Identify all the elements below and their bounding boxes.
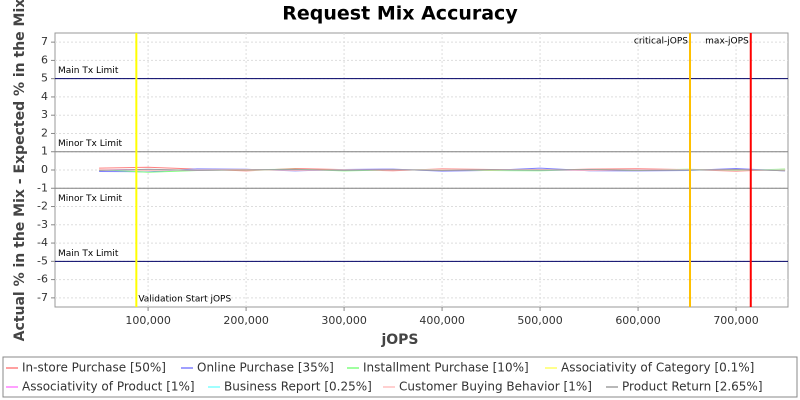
legend-label: Customer Buying Behavior [1%] — [399, 380, 592, 394]
x-tick-label: 700,000 — [713, 314, 759, 327]
y-tick-label: -3 — [37, 218, 48, 231]
x-axis-label: jOPS — [380, 332, 418, 348]
y-tick-label: 7 — [41, 35, 48, 48]
x-tick-label: 100,000 — [125, 314, 171, 327]
x-tick-label: 200,000 — [223, 314, 269, 327]
y-tick-label: 1 — [41, 145, 48, 158]
legend-label: Associativity of Product [1%] — [22, 380, 195, 394]
marker-label: Main Tx Limit — [58, 66, 119, 76]
y-tick-label: -4 — [37, 236, 48, 249]
marker-label: critical-jOPS — [634, 37, 688, 47]
legend-box — [2, 356, 798, 398]
legend-label: Installment Purchase [10%] — [363, 361, 529, 375]
marker-label: Minor Tx Limit — [58, 194, 123, 204]
legend-label: Associativity of Category [0.1%] — [561, 361, 754, 375]
y-tick-label: -1 — [37, 181, 48, 194]
y-axis-label: Actual % in the Mix - Expected % in the … — [12, 0, 28, 341]
marker-label: max-jOPS — [705, 37, 749, 47]
x-tick-label: 600,000 — [615, 314, 661, 327]
legend-label: Product Return [2.65%] — [622, 380, 763, 394]
y-tick-label: 3 — [41, 108, 48, 121]
x-tick-label: 300,000 — [321, 314, 367, 327]
y-tick-label: 0 — [41, 163, 48, 176]
series-line — [99, 168, 786, 172]
marker-label: Validation Start jOPS — [138, 295, 231, 305]
x-tick-label: 400,000 — [419, 314, 465, 327]
legend-label: Business Report [0.25%] — [224, 380, 372, 394]
y-tick-label: 6 — [41, 53, 48, 66]
x-tick-label: 500,000 — [517, 314, 563, 327]
y-tick-label: -2 — [37, 200, 48, 213]
y-tick-label: 4 — [41, 90, 48, 103]
y-tick-label: 2 — [41, 126, 48, 139]
y-tick-label: -7 — [37, 291, 48, 304]
chart-title: Request Mix Accuracy — [282, 3, 518, 25]
y-tick-label: -6 — [37, 273, 48, 286]
y-tick-label: -5 — [37, 254, 48, 267]
y-tick-label: 5 — [41, 72, 48, 85]
legend-label: In-store Purchase [50%] — [22, 361, 166, 375]
legend-label: Online Purchase [35%] — [197, 361, 334, 375]
marker-label: Main Tx Limit — [58, 249, 119, 259]
marker-label: Minor Tx Limit — [58, 139, 123, 149]
